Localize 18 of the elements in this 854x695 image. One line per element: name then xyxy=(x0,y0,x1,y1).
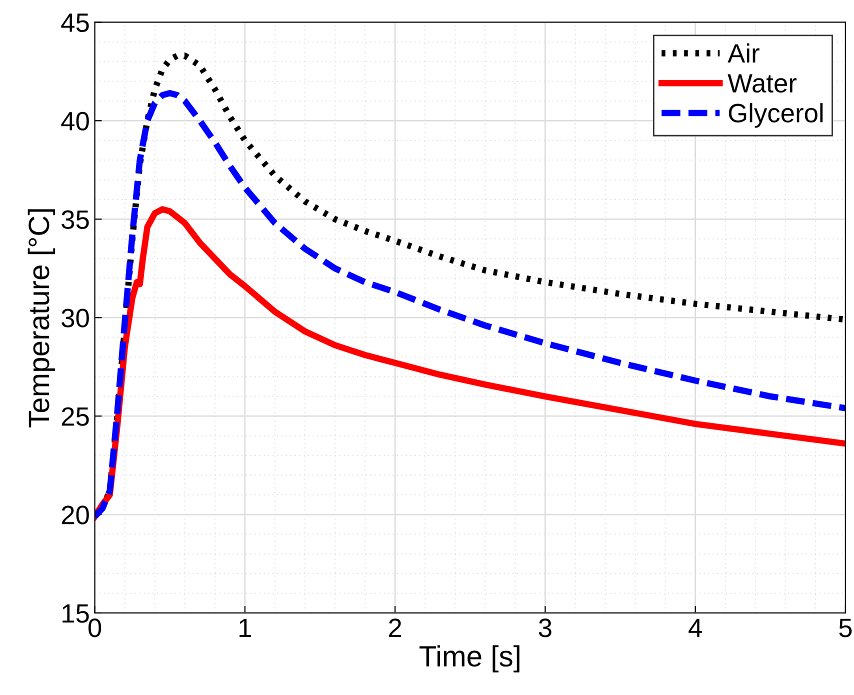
x-tick-label: 5 xyxy=(839,618,852,638)
y-tick-label: 40 xyxy=(61,112,89,131)
x-tick-label: 2 xyxy=(389,618,402,637)
y-tick-label: 35 xyxy=(62,210,89,229)
legend-label: Air xyxy=(728,43,760,62)
x-tick-label: 0 xyxy=(88,618,102,638)
x-tick-label: 1 xyxy=(240,618,251,637)
y-axis-title: Temperature [°C] xyxy=(28,209,56,428)
x-tick-label: 4 xyxy=(688,618,702,637)
y-tick-label: 15 xyxy=(62,604,89,623)
x-tick-label: 3 xyxy=(538,618,552,638)
legend-label: Water xyxy=(728,74,797,93)
x-axis-title: Time [s] xyxy=(419,645,520,672)
y-tick-label: 20 xyxy=(62,506,89,524)
legend-label: Glycerol xyxy=(728,103,823,128)
y-tick-label: 25 xyxy=(62,407,89,426)
y-tick-label: 45 xyxy=(61,14,89,32)
y-tick-label: 30 xyxy=(62,308,89,328)
